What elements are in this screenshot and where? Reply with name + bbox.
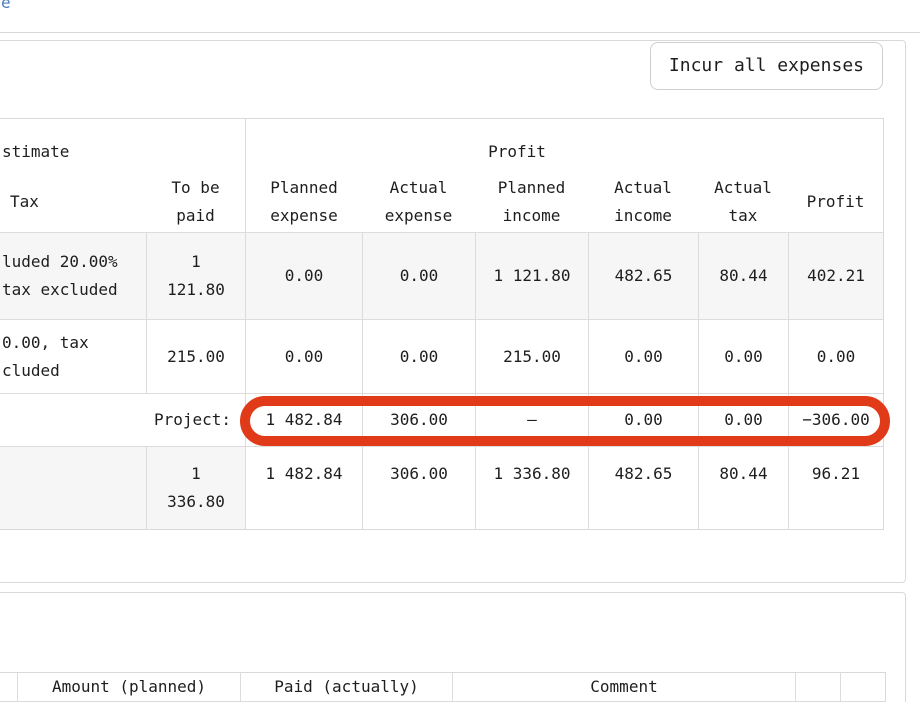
project-row-label: Project: — [0, 393, 245, 446]
row2-tax-cell: 0.00, tax cluded — [0, 319, 146, 393]
project-actual-tax-cell: 0.00 — [698, 393, 788, 446]
row1-profit-cell: 402.21 — [788, 232, 883, 319]
row2-actual-income-cell: 0.00 — [588, 319, 698, 393]
breadcrumb-link-fragment[interactable]: e — [1, 0, 11, 12]
project-profit-cell: −306.00 — [788, 393, 883, 446]
project-planned-income-cell: – — [475, 393, 588, 446]
row1-tax-cell: luded 20.00% tax excluded — [0, 232, 146, 319]
total-profit-cell: 96.21 — [788, 446, 883, 529]
column-header-paid-actually: Paid (actually) — [240, 673, 452, 701]
column-header-tax: Tax — [10, 192, 39, 211]
column-header-planned-income: Planned income — [497, 178, 566, 225]
row2-actual-tax-cell: 0.00 — [698, 319, 788, 393]
profit-summary-card: Incur all expenses stimate Profit Tax To… — [0, 40, 906, 583]
total-to-be-paid-cell: 1 336.80 — [146, 446, 245, 529]
total-planned-income-cell: 1 336.80 — [475, 446, 588, 529]
column-header-actual-expense: Actual expense — [384, 178, 453, 225]
incur-all-expenses-button[interactable]: Incur all expenses — [649, 42, 883, 90]
project-planned-expense-cell: 1 482.84 — [245, 393, 362, 446]
column-header-to-be-paid: To be paid — [171, 178, 220, 225]
payments-header-action-col-2 — [840, 673, 885, 701]
row1-actual-expense-cell: 0.00 — [362, 232, 475, 319]
payments-table: Amount (planned) Paid (actually) Comment — [0, 672, 886, 702]
total-row-spacer-cell — [0, 446, 146, 529]
row1-actual-income-cell: 482.65 — [588, 232, 698, 319]
group-header-estimate: stimate — [2, 142, 70, 161]
row1-planned-income-cell: 1 121.80 — [475, 232, 588, 319]
row2-profit-cell: 0.00 — [788, 319, 883, 393]
row2-planned-expense-cell: 0.00 — [245, 319, 362, 393]
row2-actual-expense-cell: 0.00 — [362, 319, 475, 393]
total-actual-expense-cell: 306.00 — [362, 446, 475, 529]
payments-card: Amount (planned) Paid (actually) Comment — [0, 592, 906, 702]
column-header-planned-expense: Planned expense — [245, 172, 362, 232]
column-header-amount-planned: Amount (planned) — [17, 673, 240, 701]
project-actual-expense-cell: 306.00 — [362, 393, 475, 446]
payments-header-spacer — [0, 673, 17, 701]
row2-to-be-paid-cell: 215.00 — [146, 319, 245, 393]
row2-planned-income-cell: 215.00 — [475, 319, 588, 393]
group-header-spacer — [788, 119, 883, 172]
payments-header-action-col-1 — [795, 673, 840, 701]
profit-table: stimate Profit Tax To be paid Planned ex… — [0, 118, 884, 530]
top-bar: e — [0, 0, 920, 33]
column-header-comment: Comment — [452, 673, 795, 701]
row1-to-be-paid-cell: 1 121.80 — [146, 232, 245, 319]
total-actual-tax-cell: 80.44 — [698, 446, 788, 529]
column-header-actual-tax: Actual tax — [714, 178, 772, 225]
row1-planned-expense-cell: 0.00 — [245, 232, 362, 319]
column-header-actual-income: Actual income — [614, 178, 672, 225]
total-actual-income-cell: 482.65 — [588, 446, 698, 529]
project-actual-income-cell: 0.00 — [588, 393, 698, 446]
column-header-profit: Profit — [806, 192, 865, 211]
total-planned-expense-cell: 1 482.84 — [245, 446, 362, 529]
row1-actual-tax-cell: 80.44 — [698, 232, 788, 319]
group-header-profit: Profit — [245, 119, 788, 172]
